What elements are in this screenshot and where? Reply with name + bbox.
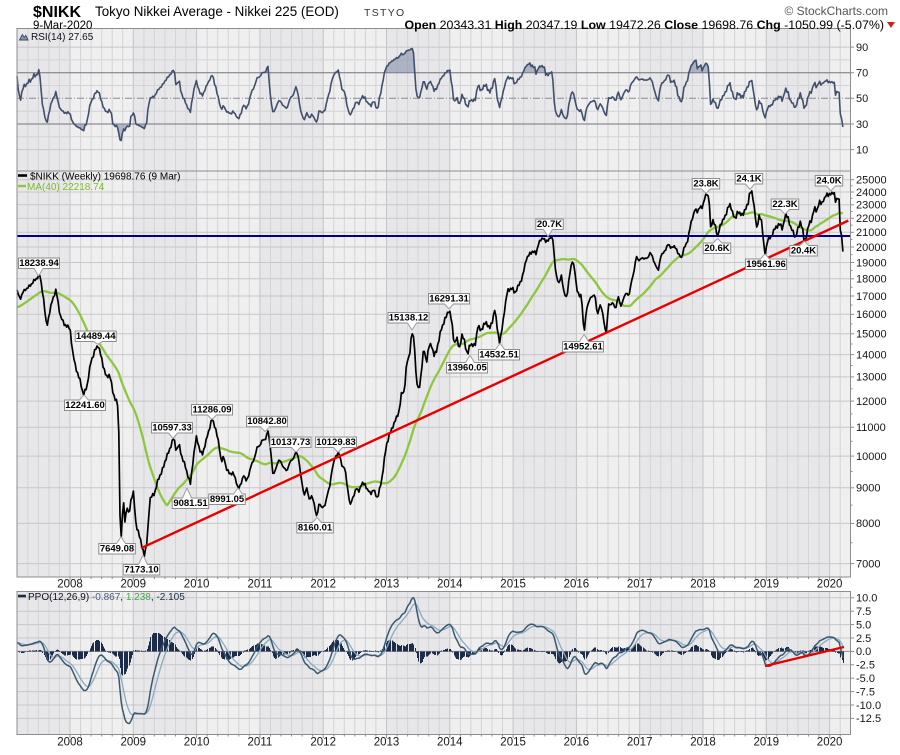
svg-text:2020: 2020 bbox=[817, 737, 843, 749]
svg-text:24.1K: 24.1K bbox=[736, 173, 761, 184]
svg-text:2015: 2015 bbox=[500, 737, 526, 749]
svg-text:7649.08: 7649.08 bbox=[100, 543, 134, 554]
svg-text:15000: 15000 bbox=[856, 329, 887, 341]
svg-text:22000: 22000 bbox=[856, 213, 887, 225]
svg-text:20.6K: 20.6K bbox=[704, 243, 729, 254]
svg-text:90: 90 bbox=[856, 42, 868, 54]
svg-text:2016: 2016 bbox=[564, 737, 590, 749]
svg-text:2012: 2012 bbox=[310, 579, 336, 591]
svg-text:10597.33: 10597.33 bbox=[152, 422, 192, 433]
svg-text:2010: 2010 bbox=[184, 579, 210, 591]
svg-text:23000: 23000 bbox=[856, 200, 887, 212]
svg-text:25000: 25000 bbox=[856, 175, 887, 187]
svg-text:2015: 2015 bbox=[500, 579, 526, 591]
svg-text:-12.5: -12.5 bbox=[856, 713, 881, 725]
svg-text:8991.05: 8991.05 bbox=[210, 494, 245, 505]
svg-text:2016: 2016 bbox=[564, 579, 590, 591]
svg-text:12000: 12000 bbox=[856, 396, 887, 408]
svg-text:2019: 2019 bbox=[754, 579, 780, 591]
svg-text:7173.10: 7173.10 bbox=[124, 564, 158, 575]
svg-text:5.0: 5.0 bbox=[856, 619, 871, 631]
svg-text:20000: 20000 bbox=[856, 242, 887, 254]
svg-text:11000: 11000 bbox=[856, 422, 886, 434]
svg-text:18238.94: 18238.94 bbox=[19, 258, 59, 269]
svg-text:16291.31: 16291.31 bbox=[429, 293, 469, 304]
svg-text:20.7K: 20.7K bbox=[537, 219, 562, 230]
svg-text:2018: 2018 bbox=[690, 737, 716, 749]
svg-text:2014: 2014 bbox=[437, 579, 463, 591]
svg-text:10000: 10000 bbox=[856, 451, 887, 463]
svg-text:-2.5: -2.5 bbox=[856, 660, 875, 672]
svg-text:10842.80: 10842.80 bbox=[247, 416, 287, 427]
svg-text:2012: 2012 bbox=[310, 737, 336, 749]
svg-text:11286.09: 11286.09 bbox=[192, 404, 231, 415]
svg-text:2017: 2017 bbox=[627, 579, 653, 591]
svg-text:TSTYO: TSTYO bbox=[364, 7, 406, 19]
svg-text:2011: 2011 bbox=[248, 737, 273, 749]
svg-text:2.5: 2.5 bbox=[856, 633, 871, 645]
svg-text:2014: 2014 bbox=[437, 737, 463, 749]
svg-text:2009: 2009 bbox=[121, 579, 147, 591]
svg-text:13960.05: 13960.05 bbox=[447, 362, 487, 373]
svg-text:2011: 2011 bbox=[248, 579, 273, 591]
svg-text:0.0: 0.0 bbox=[856, 646, 871, 658]
svg-text:20.4K: 20.4K bbox=[791, 245, 816, 256]
svg-text:MA(40) 22218.74: MA(40) 22218.74 bbox=[27, 182, 105, 193]
svg-text:$NIKK: $NIKK bbox=[33, 4, 81, 21]
svg-text:10: 10 bbox=[856, 144, 868, 156]
svg-text:2008: 2008 bbox=[57, 579, 83, 591]
svg-text:22.3K: 22.3K bbox=[772, 199, 797, 210]
svg-text:15138.12: 15138.12 bbox=[389, 312, 429, 323]
svg-text:13000: 13000 bbox=[856, 372, 887, 384]
svg-text:2017: 2017 bbox=[627, 737, 653, 749]
svg-text:2020: 2020 bbox=[817, 579, 843, 591]
svg-text:2013: 2013 bbox=[374, 579, 400, 591]
svg-text:30: 30 bbox=[856, 119, 868, 131]
svg-text:17000: 17000 bbox=[856, 291, 887, 303]
svg-text:8160.01: 8160.01 bbox=[298, 522, 333, 533]
svg-text:23.8K: 23.8K bbox=[693, 178, 718, 189]
svg-text:PPO(12,26,9) -0.867, 1.238, -2: PPO(12,26,9) -0.867, 1.238, -2.105 bbox=[28, 592, 185, 603]
svg-text:50: 50 bbox=[856, 93, 868, 105]
svg-text:Tokyo Nikkei Average - Nikkei: Tokyo Nikkei Average - Nikkei 225 (EOD) bbox=[95, 4, 339, 19]
svg-text:2019: 2019 bbox=[754, 737, 780, 749]
svg-text:-7.5: -7.5 bbox=[856, 686, 875, 698]
svg-text:19000: 19000 bbox=[856, 257, 887, 269]
svg-text:-10.0: -10.0 bbox=[856, 700, 881, 712]
svg-text:18000: 18000 bbox=[856, 274, 887, 286]
svg-text:2008: 2008 bbox=[57, 737, 83, 749]
svg-text:14952.61: 14952.61 bbox=[563, 341, 603, 352]
svg-text:9081.51: 9081.51 bbox=[173, 498, 208, 509]
svg-text:2009: 2009 bbox=[121, 737, 147, 749]
svg-text:Open 20343.31 High 20347.19 Lo: Open 20343.31 High 20347.19 Low 19472.26… bbox=[405, 18, 884, 32]
svg-text:© StockCharts.com: © StockCharts.com bbox=[784, 4, 888, 18]
svg-text:10.0: 10.0 bbox=[856, 593, 877, 605]
svg-text:14489.44: 14489.44 bbox=[76, 331, 116, 342]
svg-text:14000: 14000 bbox=[856, 349, 887, 361]
svg-text:10137.73: 10137.73 bbox=[271, 437, 311, 448]
svg-text:16000: 16000 bbox=[856, 309, 887, 321]
svg-text:2010: 2010 bbox=[184, 737, 210, 749]
svg-text:7.5: 7.5 bbox=[856, 606, 871, 618]
svg-text:$NIKK (Weekly) 19698.76 (9 Mar: $NIKK (Weekly) 19698.76 (9 Mar) bbox=[30, 172, 180, 183]
svg-text:RSI(14) 27.65: RSI(14) 27.65 bbox=[31, 32, 94, 43]
svg-text:2018: 2018 bbox=[690, 579, 716, 591]
svg-text:2013: 2013 bbox=[374, 737, 400, 749]
svg-text:7000: 7000 bbox=[856, 558, 880, 570]
svg-text:21000: 21000 bbox=[856, 227, 887, 239]
svg-text:-5.0: -5.0 bbox=[856, 673, 875, 685]
svg-text:9000: 9000 bbox=[856, 483, 880, 495]
svg-text:10129.83: 10129.83 bbox=[316, 437, 356, 448]
svg-text:70: 70 bbox=[856, 68, 868, 80]
svg-text:12241.60: 12241.60 bbox=[65, 400, 105, 411]
svg-text:14532.51: 14532.51 bbox=[479, 349, 519, 360]
svg-text:9-Mar-2020: 9-Mar-2020 bbox=[33, 20, 92, 32]
svg-text:24000: 24000 bbox=[856, 187, 887, 199]
svg-text:8000: 8000 bbox=[856, 518, 880, 530]
svg-text:19561.96: 19561.96 bbox=[746, 259, 786, 270]
svg-text:24.0K: 24.0K bbox=[816, 175, 841, 186]
